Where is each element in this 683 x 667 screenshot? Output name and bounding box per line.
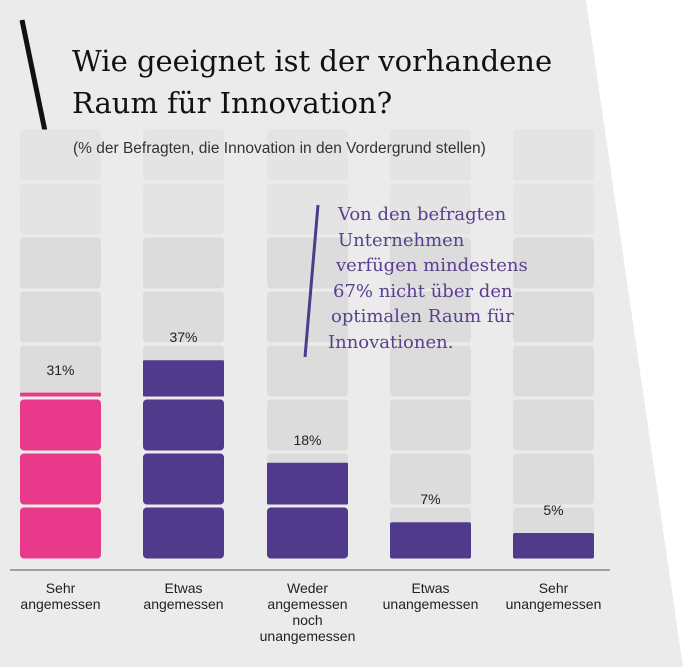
bar-background-segment — [267, 183, 348, 235]
category-label: Weder angemessen noch unangemessen — [259, 580, 356, 644]
bar-background-segment — [390, 453, 471, 505]
bar-background-segment — [267, 129, 348, 181]
bar-value-segment — [267, 462, 348, 505]
bar-background-segment — [267, 237, 348, 289]
bar-background-segment — [143, 129, 224, 181]
bar-value-segment — [20, 399, 101, 451]
category-label: Etwas unangemessen — [382, 580, 479, 612]
bar-background-segment — [513, 129, 594, 181]
bar-value-segment — [143, 360, 224, 397]
callout-line: 67% nicht über den — [333, 280, 513, 302]
bar-value-segment — [143, 507, 224, 559]
callout-line: Innovationen. — [328, 331, 454, 353]
bar-background-segment — [390, 399, 471, 451]
bar-group — [390, 129, 471, 559]
bar-value-label: 7% — [420, 491, 441, 508]
bar-group — [143, 129, 224, 559]
bar-value-segment — [20, 453, 101, 505]
bar-background-segment — [513, 237, 594, 289]
bar-background-segment — [20, 291, 101, 343]
bar-background-segment — [267, 345, 348, 397]
category-label: Sehr angemessen — [20, 580, 101, 612]
bar-background-segment — [390, 183, 471, 235]
chart-title: Wie geeignet ist der vorhandene Raum für… — [72, 44, 553, 120]
chart-subtitle: (% der Befragten, die Innovation in den … — [73, 140, 486, 157]
bar-group — [20, 129, 101, 559]
bar-background-segment — [143, 183, 224, 235]
bar-background-segment — [513, 291, 594, 343]
callout-divider-line — [303, 204, 320, 358]
bar-background-segment — [20, 237, 101, 289]
bar-value-label: 5% — [543, 502, 564, 518]
bar-background-segment — [390, 291, 471, 343]
bar-background-segment — [20, 183, 101, 235]
bar-background-segment — [267, 399, 348, 451]
callout-line: Unternehmen — [338, 229, 465, 251]
bar-background-segment — [513, 399, 594, 451]
bar-value-label: 37% — [169, 329, 198, 346]
callout-text: Von den befragten Unternehmen verfügen m… — [328, 202, 578, 355]
callout-line: Von den befragten — [338, 204, 507, 225]
bar-value-segment — [267, 507, 348, 559]
bar-value-segment — [390, 522, 471, 559]
bar-value-segment — [513, 533, 594, 559]
title-accent-line — [19, 19, 49, 137]
bar-background-segment — [20, 129, 101, 181]
category-label: Etwas angemessen — [143, 580, 224, 612]
bar-value-label: 18% — [293, 431, 322, 448]
bar-value-segment — [143, 453, 224, 505]
bar-value-segment — [20, 507, 101, 559]
bar-value-label: 31% — [46, 361, 75, 378]
bar-value-segment — [20, 392, 101, 397]
bar-background-segment — [390, 129, 471, 181]
bar-background-segment — [513, 453, 594, 505]
bar-background-segment — [143, 291, 224, 343]
callout-line: optimalen Raum für — [331, 306, 514, 327]
bar-background-segment — [513, 345, 594, 397]
bar-group — [513, 129, 594, 559]
bar-background-segment — [513, 183, 594, 235]
category-label: Sehr unangemessen — [505, 580, 602, 612]
bar-background-segment — [390, 345, 471, 397]
callout-line: verfügen mindestens — [336, 255, 528, 276]
bar-background-segment — [20, 345, 101, 397]
bar-background-segment — [390, 237, 471, 289]
bar-value-segment — [143, 399, 224, 451]
bar-background-segment — [143, 237, 224, 289]
